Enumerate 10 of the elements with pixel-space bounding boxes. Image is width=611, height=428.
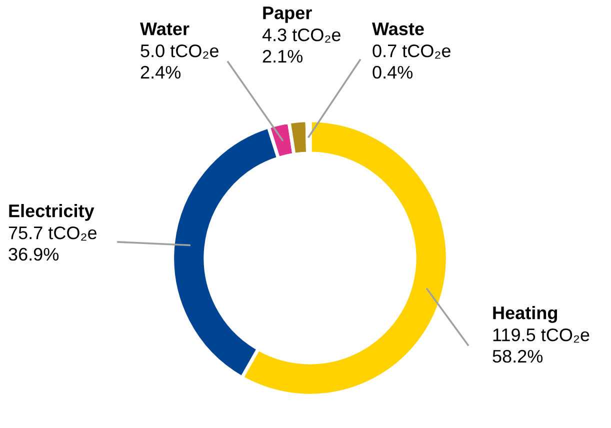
data-label: 0.7 tCO₂e 0.4% bbox=[372, 44, 450, 79]
slice-label: Water bbox=[140, 22, 190, 36]
slice-label: Waste bbox=[372, 22, 424, 36]
slice-label: Heating bbox=[493, 306, 557, 323]
data-label: 119.5 tCO₂e 58.2% bbox=[492, 328, 590, 363]
slice-label: Electricity bbox=[9, 204, 94, 221]
data-label: 75.7 tCO₂e 36.9% bbox=[8, 226, 97, 261]
data-label: 5.0 tCO₂e 2.4% bbox=[140, 44, 218, 79]
slice-label: Paper bbox=[263, 6, 312, 23]
data-label: 4.3 tCO₂e 2.1% bbox=[262, 28, 340, 63]
